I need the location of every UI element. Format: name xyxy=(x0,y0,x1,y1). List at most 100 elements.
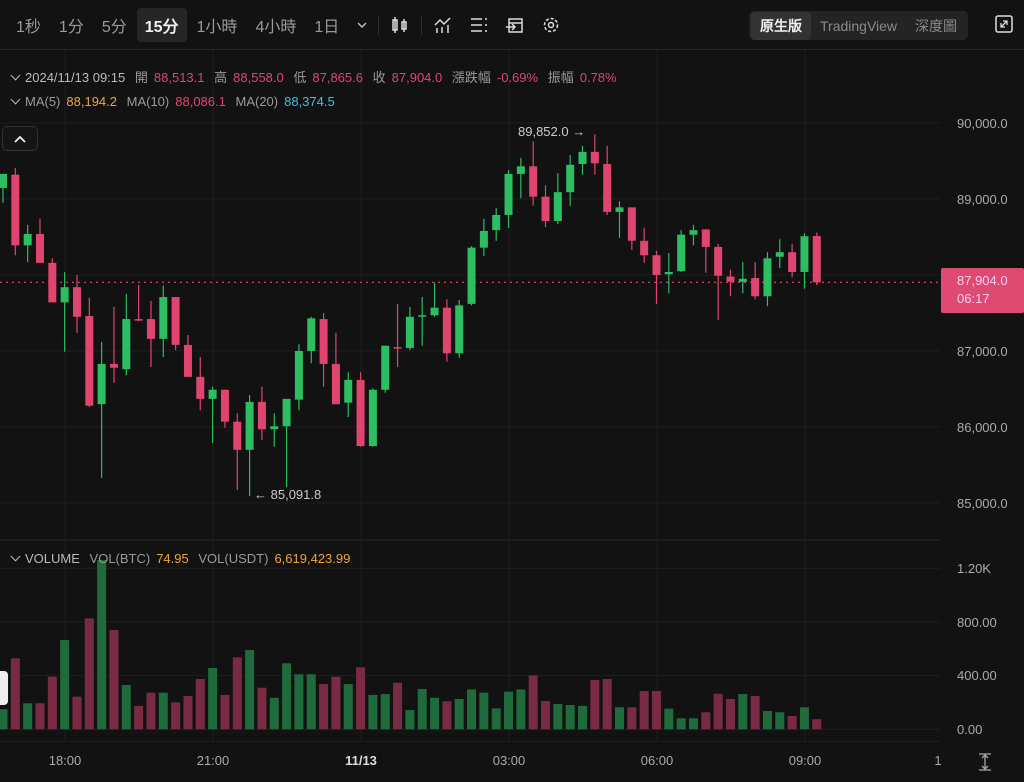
timeframe-4h[interactable]: 4小時 xyxy=(255,18,297,36)
volume-bar xyxy=(590,680,600,730)
calendar-jump-icon[interactable] xyxy=(502,12,528,38)
high-annotation-value: 89,852.0 xyxy=(518,124,569,139)
chart-canvas[interactable] xyxy=(0,0,940,742)
volume-bar xyxy=(762,711,772,730)
timeframe-1s[interactable]: 1秒 xyxy=(16,18,41,36)
timeframe-1m[interactable]: 1分 xyxy=(58,18,84,36)
indicator-icon[interactable] xyxy=(430,12,456,38)
volume-bar xyxy=(35,703,45,730)
candle-body xyxy=(257,401,266,430)
low-label: 低 xyxy=(293,70,307,85)
volume-bar xyxy=(97,559,107,730)
chevron-down-icon[interactable] xyxy=(354,12,370,38)
last-price: 87,904.0 xyxy=(957,273,1008,288)
list-icon[interactable] xyxy=(466,12,492,38)
chevron-up-icon xyxy=(14,135,26,143)
volume-bar xyxy=(60,640,70,730)
timeframe-15m[interactable]: 15分 xyxy=(136,7,187,42)
volume-tick: 400.00 xyxy=(957,668,997,683)
volume-bar xyxy=(232,657,242,730)
candle-body xyxy=(35,233,44,263)
volume-bar xyxy=(454,698,464,730)
ma10-label: MA(10) xyxy=(126,94,170,109)
candle-body xyxy=(183,344,192,377)
candle-body xyxy=(492,214,501,231)
divider xyxy=(378,14,380,35)
volume-bar xyxy=(195,678,205,730)
candle-body xyxy=(467,247,476,304)
timeframe-1d[interactable]: 1日 xyxy=(314,18,340,36)
volume-bar xyxy=(343,684,353,730)
chevron-down-icon[interactable] xyxy=(10,94,21,105)
time-tick: 03:00 xyxy=(492,753,526,768)
volume-tick: 1.20K xyxy=(957,561,991,576)
volume-title: VOLUME xyxy=(25,551,80,566)
last-price-tag: 87,904.0 06:17 xyxy=(941,268,1024,313)
volume-bar xyxy=(23,703,33,730)
timeframe-1h[interactable]: 1小時 xyxy=(196,18,238,36)
candle-body xyxy=(677,234,686,272)
volume-bar xyxy=(688,718,698,730)
volume-bar xyxy=(220,694,230,730)
candle-body xyxy=(307,318,316,351)
high-label: 高 xyxy=(214,70,228,85)
chevron-down-icon[interactable] xyxy=(10,551,21,562)
volume-bar xyxy=(0,709,8,730)
volume-bar xyxy=(158,692,168,730)
volume-bar xyxy=(72,696,82,730)
gear-icon[interactable] xyxy=(538,12,564,38)
candle-body xyxy=(196,376,205,399)
candle-body xyxy=(109,363,118,368)
candle-body xyxy=(566,164,575,193)
collapse-button[interactable] xyxy=(2,126,38,151)
candle-type-icon[interactable] xyxy=(387,12,413,38)
candle-body xyxy=(442,307,451,354)
volume-bar xyxy=(553,703,563,730)
volume-tick: 800.00 xyxy=(957,615,997,630)
candle-body xyxy=(800,236,809,272)
candle-body xyxy=(0,173,7,188)
datetime: 2024/11/13 09:15 xyxy=(25,70,126,85)
candle-body xyxy=(344,379,353,403)
candle-body xyxy=(393,347,402,349)
candle-body xyxy=(233,421,242,450)
volume-bar xyxy=(676,718,686,730)
ma-info: MA(5) 88,194.2 MA(10) 88,086.1 MA(20) 88,37… xyxy=(10,94,341,109)
volume-bar xyxy=(393,682,403,730)
side-drag-handle[interactable] xyxy=(0,671,8,705)
candle-body xyxy=(72,287,81,317)
candle-body xyxy=(603,164,612,212)
volume-bar xyxy=(812,719,822,730)
candle-body xyxy=(627,207,636,241)
candle-body xyxy=(85,316,94,406)
high-annotation: 89,852.0 → xyxy=(518,124,586,139)
price-tick: 87,000.0 xyxy=(957,344,1008,359)
candle-body xyxy=(23,233,32,246)
volume-bar xyxy=(121,685,131,730)
chevron-down-icon[interactable] xyxy=(10,70,21,81)
axis-scale-icon[interactable] xyxy=(977,752,993,775)
candle-body xyxy=(418,315,427,317)
candle-body xyxy=(455,305,464,354)
view-depth[interactable]: 深度圖 xyxy=(915,17,958,34)
volume-bar xyxy=(738,694,748,730)
candle-body xyxy=(615,207,624,212)
vol-usdt-label: VOL(USDT) xyxy=(198,551,269,566)
volume-bar xyxy=(109,630,119,730)
volume-bar xyxy=(775,712,785,730)
candle-body xyxy=(356,379,365,446)
time-tick: 18:00 xyxy=(48,753,82,768)
candle-body xyxy=(504,173,513,215)
candle-body xyxy=(812,236,821,283)
candle-body xyxy=(751,278,760,297)
volume-bar xyxy=(467,689,477,730)
timeframe-5m[interactable]: 5分 xyxy=(101,18,127,36)
amplitude-label: 振幅 xyxy=(547,70,574,85)
view-native[interactable]: 原生版 xyxy=(751,11,811,40)
open-value: 88,513.1 xyxy=(153,70,205,85)
view-tradingview[interactable]: TradingView xyxy=(820,17,898,34)
candle-body xyxy=(763,258,772,297)
fullscreen-icon[interactable] xyxy=(994,14,1014,37)
volume-bar xyxy=(491,708,501,730)
candle-body xyxy=(405,316,414,348)
